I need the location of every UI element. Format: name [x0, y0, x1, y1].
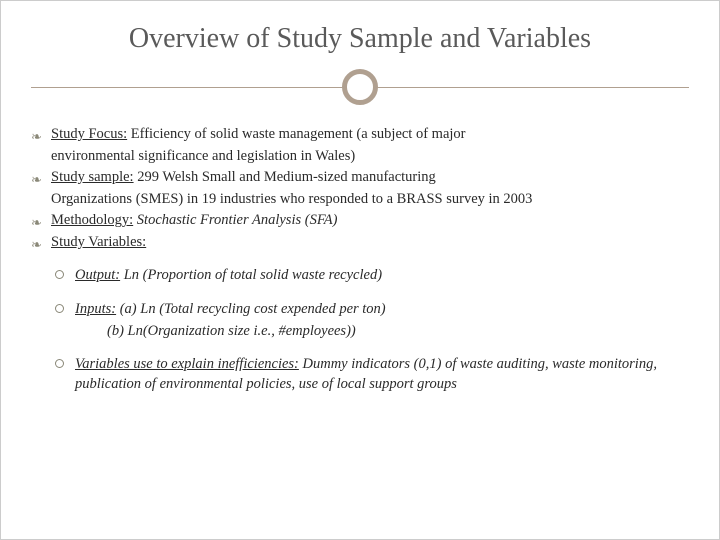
bullet-text: environmental significance and legislati… [51, 148, 355, 164]
circle-icon [55, 304, 64, 313]
sub-bullet-inputs-line2: (b) Ln(Organization size i.e., #employee… [31, 322, 689, 342]
flourish-icon: ❧ [31, 236, 42, 254]
bullet-text-italic: Stochastic Frontier Analysis (SFA) [133, 212, 337, 228]
circle-icon [55, 359, 64, 368]
sub-bullet-label: Output: [75, 267, 120, 283]
flourish-icon: ❧ [31, 171, 42, 189]
flourish-icon: ❧ [31, 128, 42, 146]
sub-bullet-text: (b) Ln(Organization size i.e., #employee… [107, 323, 356, 339]
slide-title: Overview of Study Sample and Variables [31, 23, 689, 55]
bullet-continuation: environmental significance and legislati… [31, 147, 689, 167]
sub-bullet-text: Ln (Proportion of total solid waste recy… [120, 267, 382, 283]
bullet-study-variables: ❧ Study Variables: [31, 233, 689, 253]
bullet-study-sample: ❧ Study sample: 299 Welsh Small and Medi… [31, 168, 689, 188]
bullet-label: Study Focus: [51, 126, 127, 142]
bullet-label: Study sample: [51, 169, 134, 185]
sub-bullet-label: Variables use to explain inefficiencies: [75, 356, 299, 372]
slide-container: Overview of Study Sample and Variables ❧… [0, 0, 720, 540]
bullet-methodology: ❧ Methodology: Stochastic Frontier Analy… [31, 211, 689, 231]
bullet-text: 299 Welsh Small and Medium-sized manufac… [134, 169, 436, 185]
sub-bullet-text: (a) Ln (Total recycling cost expended pe… [116, 301, 386, 317]
title-divider [31, 67, 689, 107]
sub-bullet-output: Output: Ln (Proportion of total solid wa… [31, 266, 689, 286]
circle-icon [55, 270, 64, 279]
bullet-label: Methodology: [51, 212, 133, 228]
flourish-icon: ❧ [31, 214, 42, 232]
sub-bullet-inputs: Inputs: (a) Ln (Total recycling cost exp… [31, 300, 689, 320]
divider-circle-icon [342, 69, 378, 105]
bullet-study-focus: ❧ Study Focus: Efficiency of solid waste… [31, 125, 689, 145]
sub-bullet-variables-explain: Variables use to explain inefficiencies:… [31, 355, 689, 394]
bullet-text: Organizations (SMES) in 19 industries wh… [51, 191, 532, 207]
content-area: ❧ Study Focus: Efficiency of solid waste… [31, 125, 689, 394]
bullet-continuation: Organizations (SMES) in 19 industries wh… [31, 190, 689, 210]
bullet-text: Efficiency of solid waste management (a … [127, 126, 465, 142]
sub-bullet-label: Inputs: [75, 301, 116, 317]
bullet-label: Study Variables: [51, 234, 146, 250]
